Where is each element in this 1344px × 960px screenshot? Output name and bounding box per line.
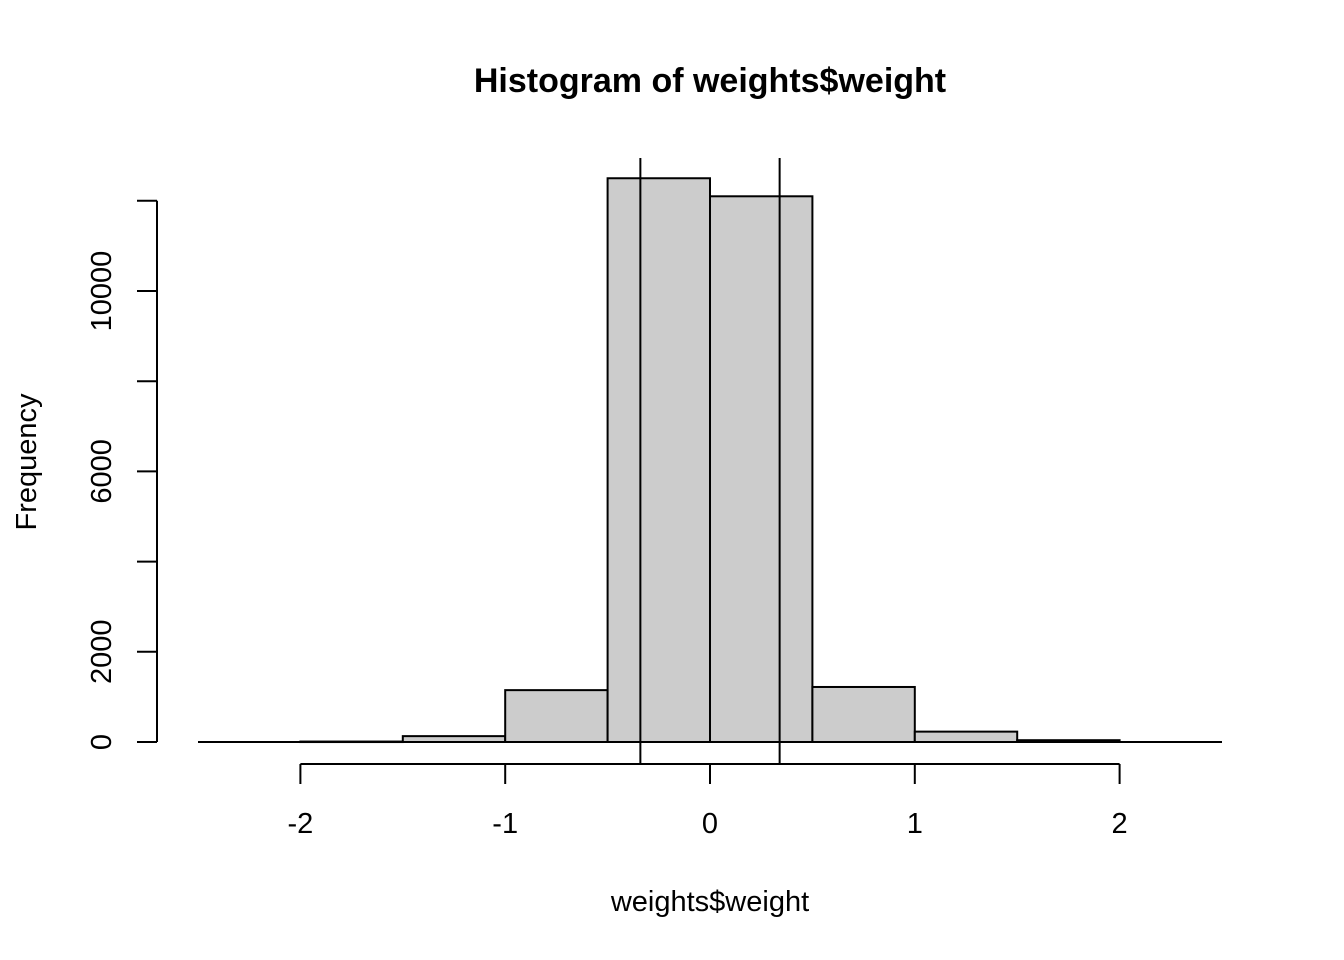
x-tick-label: -1 <box>492 808 518 840</box>
x-tick-label: 0 <box>702 808 718 840</box>
x-axis: -2 -1 0 1 2 <box>288 763 1128 840</box>
histogram-bars <box>299 177 1121 744</box>
y-tick-label: 6000 <box>86 439 118 504</box>
x-axis-title: weights$weight <box>610 886 809 918</box>
x-tick-label: -2 <box>288 808 314 840</box>
histogram-bar <box>913 730 1019 744</box>
histogram-bar <box>606 177 711 743</box>
y-axis: 0 2000 6000 10000 <box>86 199 158 750</box>
x-tick-label: 2 <box>1112 808 1128 840</box>
y-axis-title: Frequency <box>11 393 43 531</box>
histogram-bar <box>709 195 814 744</box>
y-tick-label: 2000 <box>86 620 118 685</box>
x-tick-label: 1 <box>907 808 923 840</box>
y-tick-label: 10000 <box>86 251 118 332</box>
reference-lines <box>639 158 781 765</box>
histogram-bar <box>811 685 916 744</box>
histogram-bar <box>504 689 609 744</box>
y-tick-label: 0 <box>86 734 118 750</box>
chart-title: Histogram of weights$weight <box>474 62 946 100</box>
